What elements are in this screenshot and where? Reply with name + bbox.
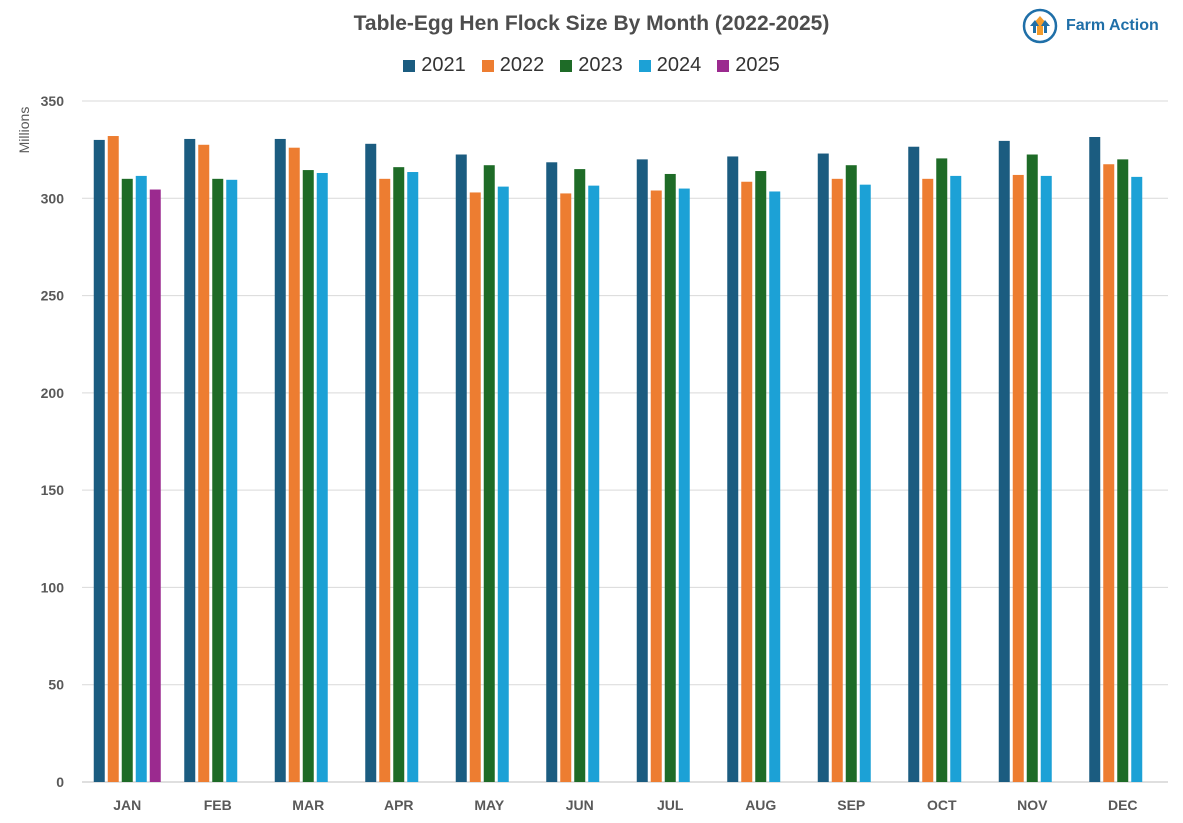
bar-aug-2024 [769,191,781,782]
x-tick-label: DEC [1108,797,1138,813]
bar-may-2023 [483,165,495,783]
brand-name: Farm Action [1066,17,1159,34]
bar-jul-2024 [678,188,690,783]
bar-may-2024 [497,186,509,782]
bar-dec-2022 [1103,164,1115,782]
bar-mar-2021 [274,138,286,783]
bar-apr-2024 [407,172,419,783]
y-tick-label: 100 [41,579,65,595]
bar-feb-2023 [212,178,224,783]
x-tick-label: JUN [566,797,594,813]
brand-logo: Farm Action [1022,8,1159,44]
bar-oct-2022 [922,178,934,783]
y-tick-label: 50 [48,677,64,693]
legend-label: 2024 [656,54,702,76]
gridlines [82,100,1168,783]
y-axis-title: Millions [16,107,32,154]
x-tick-label: JUL [657,797,684,813]
x-tick-label: NOV [1017,797,1048,813]
legend-label: 2025 [735,54,780,76]
legend-label: 2021 [421,54,466,76]
bar-jul-2021 [636,159,648,782]
axes: 0 50 100 150 200 250 300 350 Millions JAN FEB MAR AP… [16,93,1138,813]
x-tick-label: OCT [927,797,957,813]
bar-dec-2021 [1089,136,1101,782]
bar-nov-2022 [1012,174,1024,783]
x-tick-label: APR [384,797,414,813]
bar-jan-2022 [107,136,119,783]
legend-label: 2023 [578,54,623,76]
bar-jan-2021 [93,139,105,782]
bar-jun-2022 [560,193,572,782]
legend-item-2021: 2021 [403,54,466,77]
bar-apr-2023 [393,167,405,782]
chart-legend: 2021 2022 2023 2024 2025 [0,54,1183,77]
bar-jan-2024 [135,175,147,782]
bar-jan-2025 [149,189,161,782]
bar-feb-2021 [184,138,196,783]
bar-aug-2022 [741,181,753,783]
bar-jun-2024 [588,185,600,783]
bar-sep-2023 [845,165,857,783]
legend-item-2024: 2024 [638,54,702,77]
bar-sep-2022 [831,178,843,783]
farm-action-arrow-logo-icon [1022,8,1058,44]
chart-title: Table-Egg Hen Flock Size By Month (2022-… [353,12,830,35]
bar-feb-2022 [198,144,210,782]
x-tick-label: SEP [837,797,865,813]
y-tick-label: 250 [41,288,65,304]
bar-nov-2024 [1040,175,1052,782]
legend-item-2023: 2023 [560,54,623,77]
bar-dec-2024 [1131,176,1143,782]
bar-may-2022 [469,192,481,782]
bar-aug-2021 [727,156,739,782]
legend-swatch [717,59,730,72]
bar-oct-2024 [950,175,962,782]
bars [93,136,1143,783]
bar-nov-2021 [998,140,1010,782]
bar-jan-2023 [121,178,133,783]
legend-item-2022: 2022 [481,54,545,77]
bar-jun-2023 [574,169,586,783]
legend-swatch [403,59,416,72]
y-tick-label: 300 [41,190,65,206]
bar-mar-2022 [288,147,300,782]
bar-sep-2024 [859,184,871,782]
legend-swatch [560,59,573,72]
legend-swatch [481,59,494,72]
x-tick-label: AUG [745,797,776,813]
bar-apr-2021 [365,143,377,782]
bar-jun-2021 [546,162,558,783]
y-tick-label: 200 [41,385,65,401]
bar-oct-2023 [936,158,948,783]
bar-dec-2023 [1117,159,1129,782]
bar-apr-2022 [379,178,391,783]
bar-nov-2023 [1026,154,1038,782]
bar-mar-2024 [316,172,328,782]
bar-aug-2023 [755,171,767,782]
x-tick-label: MAY [474,797,504,813]
bar-jul-2023 [664,173,676,782]
x-tick-label: JAN [113,797,141,813]
bar-mar-2023 [302,170,314,782]
x-tick-label: MAR [292,797,324,813]
bar-oct-2021 [908,146,920,782]
legend-label: 2022 [499,54,545,76]
y-tick-label: 150 [41,482,65,498]
bar-jul-2022 [650,190,662,782]
bar-may-2021 [455,154,467,782]
legend-item-2025: 2025 [717,54,780,77]
bar-sep-2021 [817,153,829,782]
x-tick-label: FEB [204,797,232,813]
legend-swatch [638,59,651,72]
bar-feb-2024 [226,179,238,783]
y-tick-label: 350 [41,93,65,109]
y-tick-label: 0 [56,774,64,790]
